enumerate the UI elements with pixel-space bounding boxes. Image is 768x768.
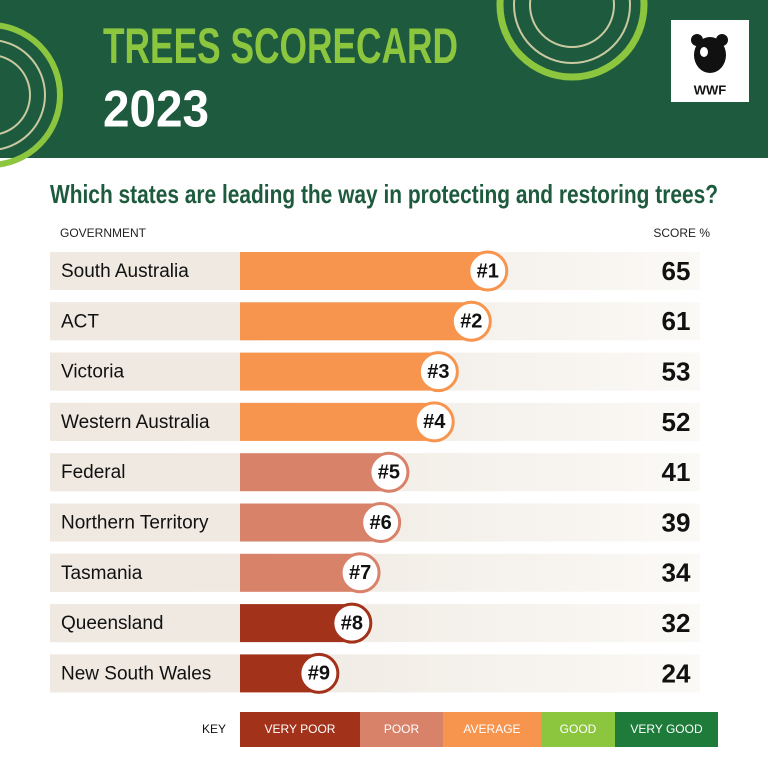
title: TREES SCORECARD [103, 18, 458, 74]
category-label: Victoria [61, 362, 124, 383]
key-item-label: VERY POOR [265, 722, 336, 736]
rank-badge [339, 552, 381, 594]
label-background [50, 654, 240, 693]
key-item-label: GOOD [560, 722, 597, 736]
category-label: Western Australia [61, 412, 210, 433]
category-label: Federal [61, 462, 125, 483]
value-label: 32 [662, 608, 691, 638]
category-label: New South Wales [61, 663, 211, 684]
rank-badge [417, 351, 459, 393]
rank-badge [368, 451, 410, 493]
value-header: SCORE % [653, 226, 710, 240]
rank-badge [413, 401, 455, 443]
value-label: 65 [662, 256, 691, 286]
key-item-label: POOR [384, 722, 420, 736]
key-swatch [443, 712, 541, 747]
rank-label: #1 [477, 260, 499, 282]
rank-badge [298, 652, 340, 694]
logo-text: WWF [694, 82, 727, 97]
bar [240, 302, 472, 341]
key-swatch [541, 712, 615, 747]
label-background [50, 302, 240, 341]
label-background [50, 402, 240, 441]
key-item-label: AVERAGE [463, 722, 520, 736]
key-swatch [240, 712, 360, 747]
rank-badge [360, 502, 402, 543]
rank-badge [450, 300, 492, 342]
bar [240, 402, 435, 441]
rank-label: #7 [349, 562, 371, 584]
key-swatch [360, 712, 443, 747]
value-label: 39 [662, 507, 691, 537]
value-label: 34 [662, 558, 691, 588]
rank-label: #4 [423, 411, 446, 433]
rank-badge [467, 250, 509, 292]
rank-label: #9 [308, 663, 330, 685]
value-label: 24 [662, 658, 691, 688]
category-label: ACT [61, 311, 99, 332]
category-label: South Australia [61, 261, 189, 282]
label-background [50, 503, 240, 542]
label-background [50, 553, 240, 592]
label-background [50, 352, 240, 391]
category-label: Northern Territory [61, 513, 209, 534]
rank-label: #5 [378, 461, 400, 483]
rank-label: #2 [460, 311, 482, 333]
rank-label: #6 [370, 512, 392, 534]
logo-panda [691, 34, 728, 73]
value-label: 61 [662, 306, 691, 336]
tree-rings [0, 0, 648, 168]
category-label: Tasmania [61, 563, 143, 584]
bar [240, 453, 389, 492]
category-label: Queensland [61, 613, 163, 634]
rank-badge [331, 602, 373, 644]
bar [240, 352, 439, 391]
bar [240, 503, 381, 542]
bar [240, 252, 488, 290]
year: 2023 [103, 81, 209, 139]
label-background [50, 453, 240, 492]
key-label: KEY [202, 722, 226, 736]
key-swatch [615, 712, 718, 747]
key-item-label: VERY GOOD [630, 722, 703, 736]
label-background [50, 604, 240, 643]
subtitle: Which states are leading the way in prot… [50, 179, 718, 209]
value-label: 41 [662, 457, 691, 487]
value-label: 53 [662, 356, 691, 386]
label-background [50, 252, 240, 290]
value-label: 52 [662, 407, 691, 437]
rank-label: #3 [427, 361, 449, 383]
category-header: GOVERNMENT [60, 226, 147, 240]
rank-label: #8 [341, 612, 363, 634]
